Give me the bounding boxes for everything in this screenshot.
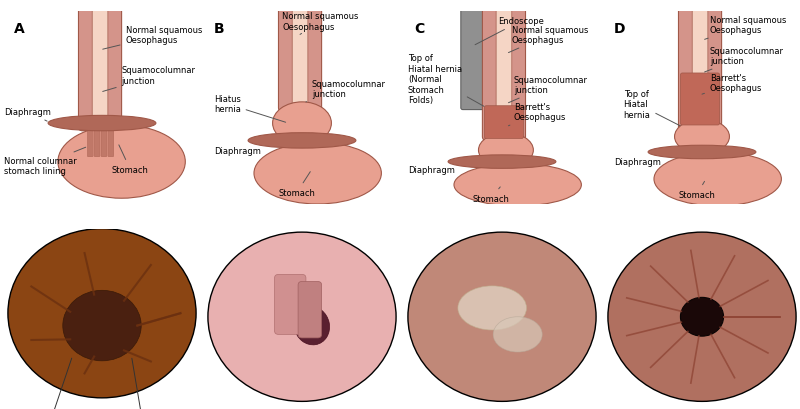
Text: A: A	[14, 22, 25, 36]
Text: Diaphragm: Diaphragm	[408, 162, 454, 174]
Text: A: A	[14, 238, 23, 251]
Circle shape	[408, 233, 596, 401]
Ellipse shape	[458, 286, 526, 330]
FancyBboxPatch shape	[692, 10, 708, 126]
FancyBboxPatch shape	[278, 9, 322, 112]
Ellipse shape	[48, 116, 156, 131]
Text: Diaphragm: Diaphragm	[214, 141, 261, 155]
Text: Stomach: Stomach	[473, 187, 510, 203]
Ellipse shape	[654, 153, 782, 207]
Text: Top of
Hiatal hernia
(Normal
Stomach
Folds): Top of Hiatal hernia (Normal Stomach Fol…	[408, 54, 484, 107]
Text: Hiatus
hernia: Hiatus hernia	[214, 95, 286, 123]
Ellipse shape	[58, 126, 186, 199]
Ellipse shape	[674, 120, 730, 155]
FancyBboxPatch shape	[298, 282, 322, 338]
FancyBboxPatch shape	[101, 121, 107, 157]
Text: Barrett's
Oesophagus: Barrett's Oesophagus	[509, 103, 566, 126]
Ellipse shape	[493, 317, 542, 352]
Text: Normal columnar
stomach lining: Normal columnar stomach lining	[4, 148, 86, 176]
Ellipse shape	[273, 103, 331, 145]
Ellipse shape	[294, 306, 330, 345]
Ellipse shape	[681, 298, 723, 336]
FancyBboxPatch shape	[87, 121, 93, 157]
FancyBboxPatch shape	[496, 10, 512, 135]
Ellipse shape	[478, 133, 534, 168]
FancyBboxPatch shape	[292, 10, 308, 106]
Circle shape	[208, 233, 396, 401]
Text: Normal squamous
Oesophagus: Normal squamous Oesophagus	[705, 16, 786, 40]
Text: Barrett's
Oesophagus: Barrett's Oesophagus	[702, 74, 762, 95]
Text: B: B	[214, 238, 223, 251]
Text: C: C	[414, 22, 424, 36]
FancyBboxPatch shape	[274, 275, 306, 335]
Ellipse shape	[254, 143, 382, 204]
Text: Squamocolumnar
junction: Squamocolumnar junction	[705, 47, 784, 73]
Text: C: C	[414, 238, 423, 251]
FancyBboxPatch shape	[92, 10, 108, 126]
Ellipse shape	[248, 133, 356, 149]
Text: Normal squamous
Oesophagus: Normal squamous Oesophagus	[102, 26, 202, 50]
Text: Stomach: Stomach	[678, 182, 715, 199]
Text: Top of
Hiatal
hernia: Top of Hiatal hernia	[624, 90, 680, 126]
FancyBboxPatch shape	[108, 121, 114, 157]
Text: Squamocolumnar
junction: Squamocolumnar junction	[102, 66, 195, 92]
Ellipse shape	[454, 164, 582, 207]
Circle shape	[8, 229, 196, 398]
FancyBboxPatch shape	[484, 106, 523, 139]
Text: Diaphragm: Diaphragm	[4, 108, 51, 122]
Circle shape	[608, 233, 796, 401]
FancyBboxPatch shape	[681, 74, 720, 126]
FancyBboxPatch shape	[78, 9, 122, 131]
Text: D: D	[614, 238, 624, 251]
Text: Stomach: Stomach	[278, 172, 315, 198]
Ellipse shape	[448, 155, 556, 169]
Text: Squamocolumnar
junction: Squamocolumnar junction	[306, 79, 386, 103]
Text: D: D	[614, 22, 626, 36]
Text: Normal squamous
Oesophagus: Normal squamous Oesophagus	[509, 26, 588, 54]
Ellipse shape	[648, 146, 756, 160]
Text: Endoscope: Endoscope	[475, 18, 544, 45]
Text: Normal squamous
Oesophagus: Normal squamous Oesophagus	[282, 12, 358, 35]
FancyBboxPatch shape	[678, 9, 722, 131]
Text: Stomach: Stomach	[112, 146, 149, 174]
Text: Squamocolumnar
junction: Squamocolumnar junction	[509, 76, 588, 103]
Circle shape	[62, 290, 141, 361]
Text: Diaphragm: Diaphragm	[614, 153, 661, 167]
FancyBboxPatch shape	[482, 9, 526, 141]
FancyBboxPatch shape	[461, 10, 484, 110]
FancyBboxPatch shape	[94, 121, 100, 157]
Text: B: B	[214, 22, 225, 36]
